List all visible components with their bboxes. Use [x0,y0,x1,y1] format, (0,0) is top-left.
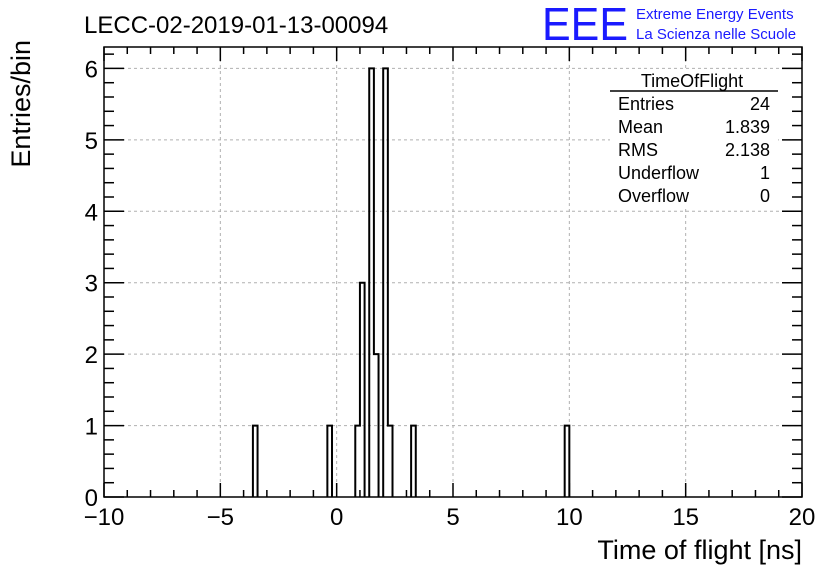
y-tick-label: 4 [85,199,98,226]
x-tick-label: −5 [207,504,234,531]
y-tick-label: 1 [85,414,98,441]
x-tick-label: 0 [330,504,343,531]
y-tick-label: 0 [85,485,98,512]
x-axis-label: Time of flight [ns] [597,535,802,565]
stats-value: 1.839 [725,117,770,137]
stats-value: 0 [760,186,770,206]
x-tick-label: 20 [789,504,816,531]
y-tick-labels: 0 1 2 3 4 5 6 [85,56,98,512]
axis-ticks [103,47,803,498]
y-axis-label: Entries/bin [6,40,36,168]
stats-label: Mean [618,117,663,137]
y-tick-label: 3 [85,271,98,298]
x-tick-label: 15 [672,504,699,531]
x-tick-label: 5 [446,504,459,531]
y-tick-label: 2 [85,342,98,369]
grid-lines [104,47,802,497]
x-tick-labels: −10 −5 0 5 10 15 20 [84,504,816,531]
stats-box: TimeOfFlight Entries 24 Mean 1.839 RMS 2.138 U… [610,70,778,206]
y-tick-label: 6 [85,56,98,83]
x-tick-label: −10 [84,504,125,531]
histogram-outline [251,67,571,497]
stats-label: Overflow [618,186,690,206]
stats-box-title: TimeOfFlight [641,71,743,91]
y-tick-label: 5 [85,128,98,155]
eee-logo: EEE Extreme Energy Events La Scienza nel… [542,0,796,50]
stats-label: RMS [618,140,658,160]
stats-rows: Entries 24 Mean 1.839 RMS 2.138 Underflow 1 Over… [618,94,770,206]
chart-title: LECC-02-2019-01-13-00094 [84,12,388,39]
stats-value: 1 [760,163,770,183]
stats-box-bg [610,70,778,206]
logo-line-1: Extreme Energy Events [636,6,794,23]
stats-value: 2.138 [725,140,770,160]
stats-label: Entries [618,94,674,114]
logo-mark: EEE [542,0,628,50]
logo-line-2: La Scienza nelle Scuole [636,26,796,43]
stats-value: 24 [750,94,770,114]
stats-label: Underflow [618,163,700,183]
x-tick-label: 10 [556,504,583,531]
